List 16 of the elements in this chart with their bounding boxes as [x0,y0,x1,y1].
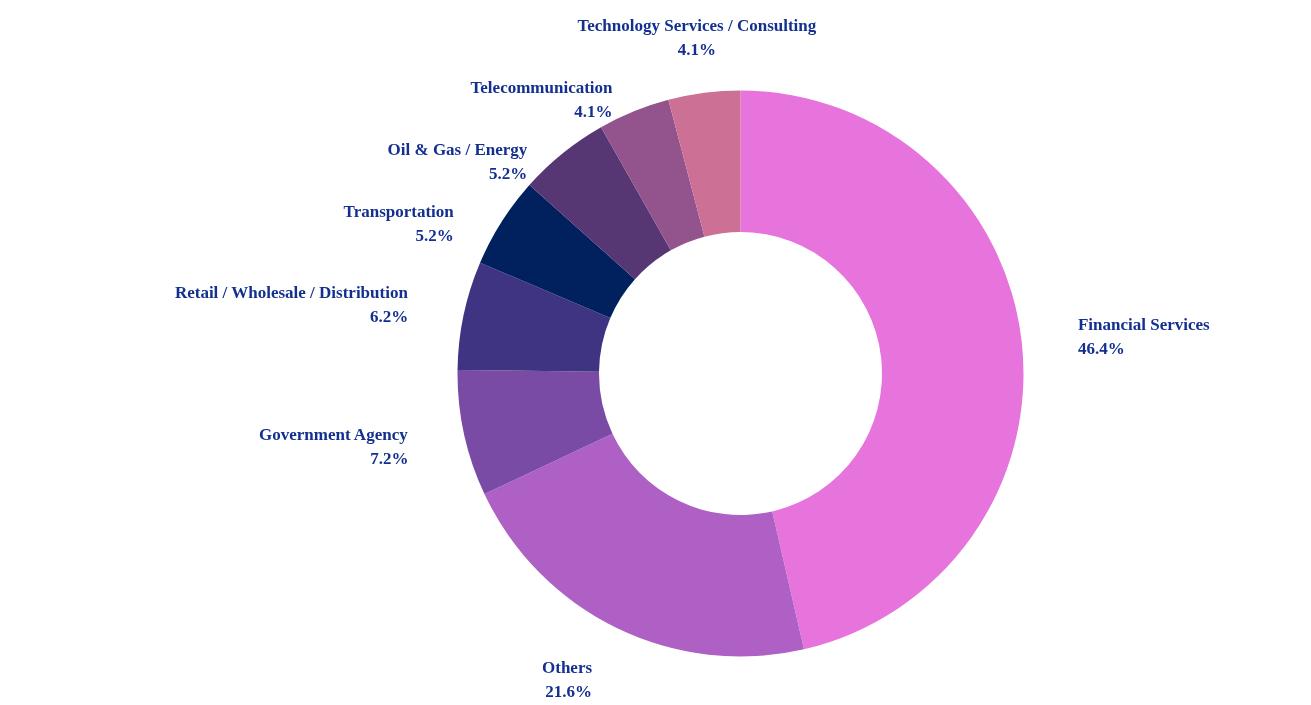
data-label: 46.4% [1077,338,1125,358]
slice-label: Technology Services / Consulting [577,16,817,36]
data-label: 6.2% [369,307,409,327]
data-label: 5.2% [489,164,528,184]
slice-label: Others [542,658,593,678]
data-label: 21.6% [545,682,593,702]
data-label: 4.1% [677,40,716,60]
slice-label: Oil & Gas / Energy [387,140,528,160]
data-label: 7.2% [370,449,409,468]
slice-label: Retail / Wholesale / Distribution [174,283,409,303]
slice-label: Financial Services [1077,314,1211,334]
data-label: 4.1% [574,102,613,122]
slice-label: Government Agency [258,425,409,444]
slice-label: Telecommunication [470,78,614,98]
slice-label: Transportation [343,202,455,222]
data-label: 5.2% [415,226,454,246]
